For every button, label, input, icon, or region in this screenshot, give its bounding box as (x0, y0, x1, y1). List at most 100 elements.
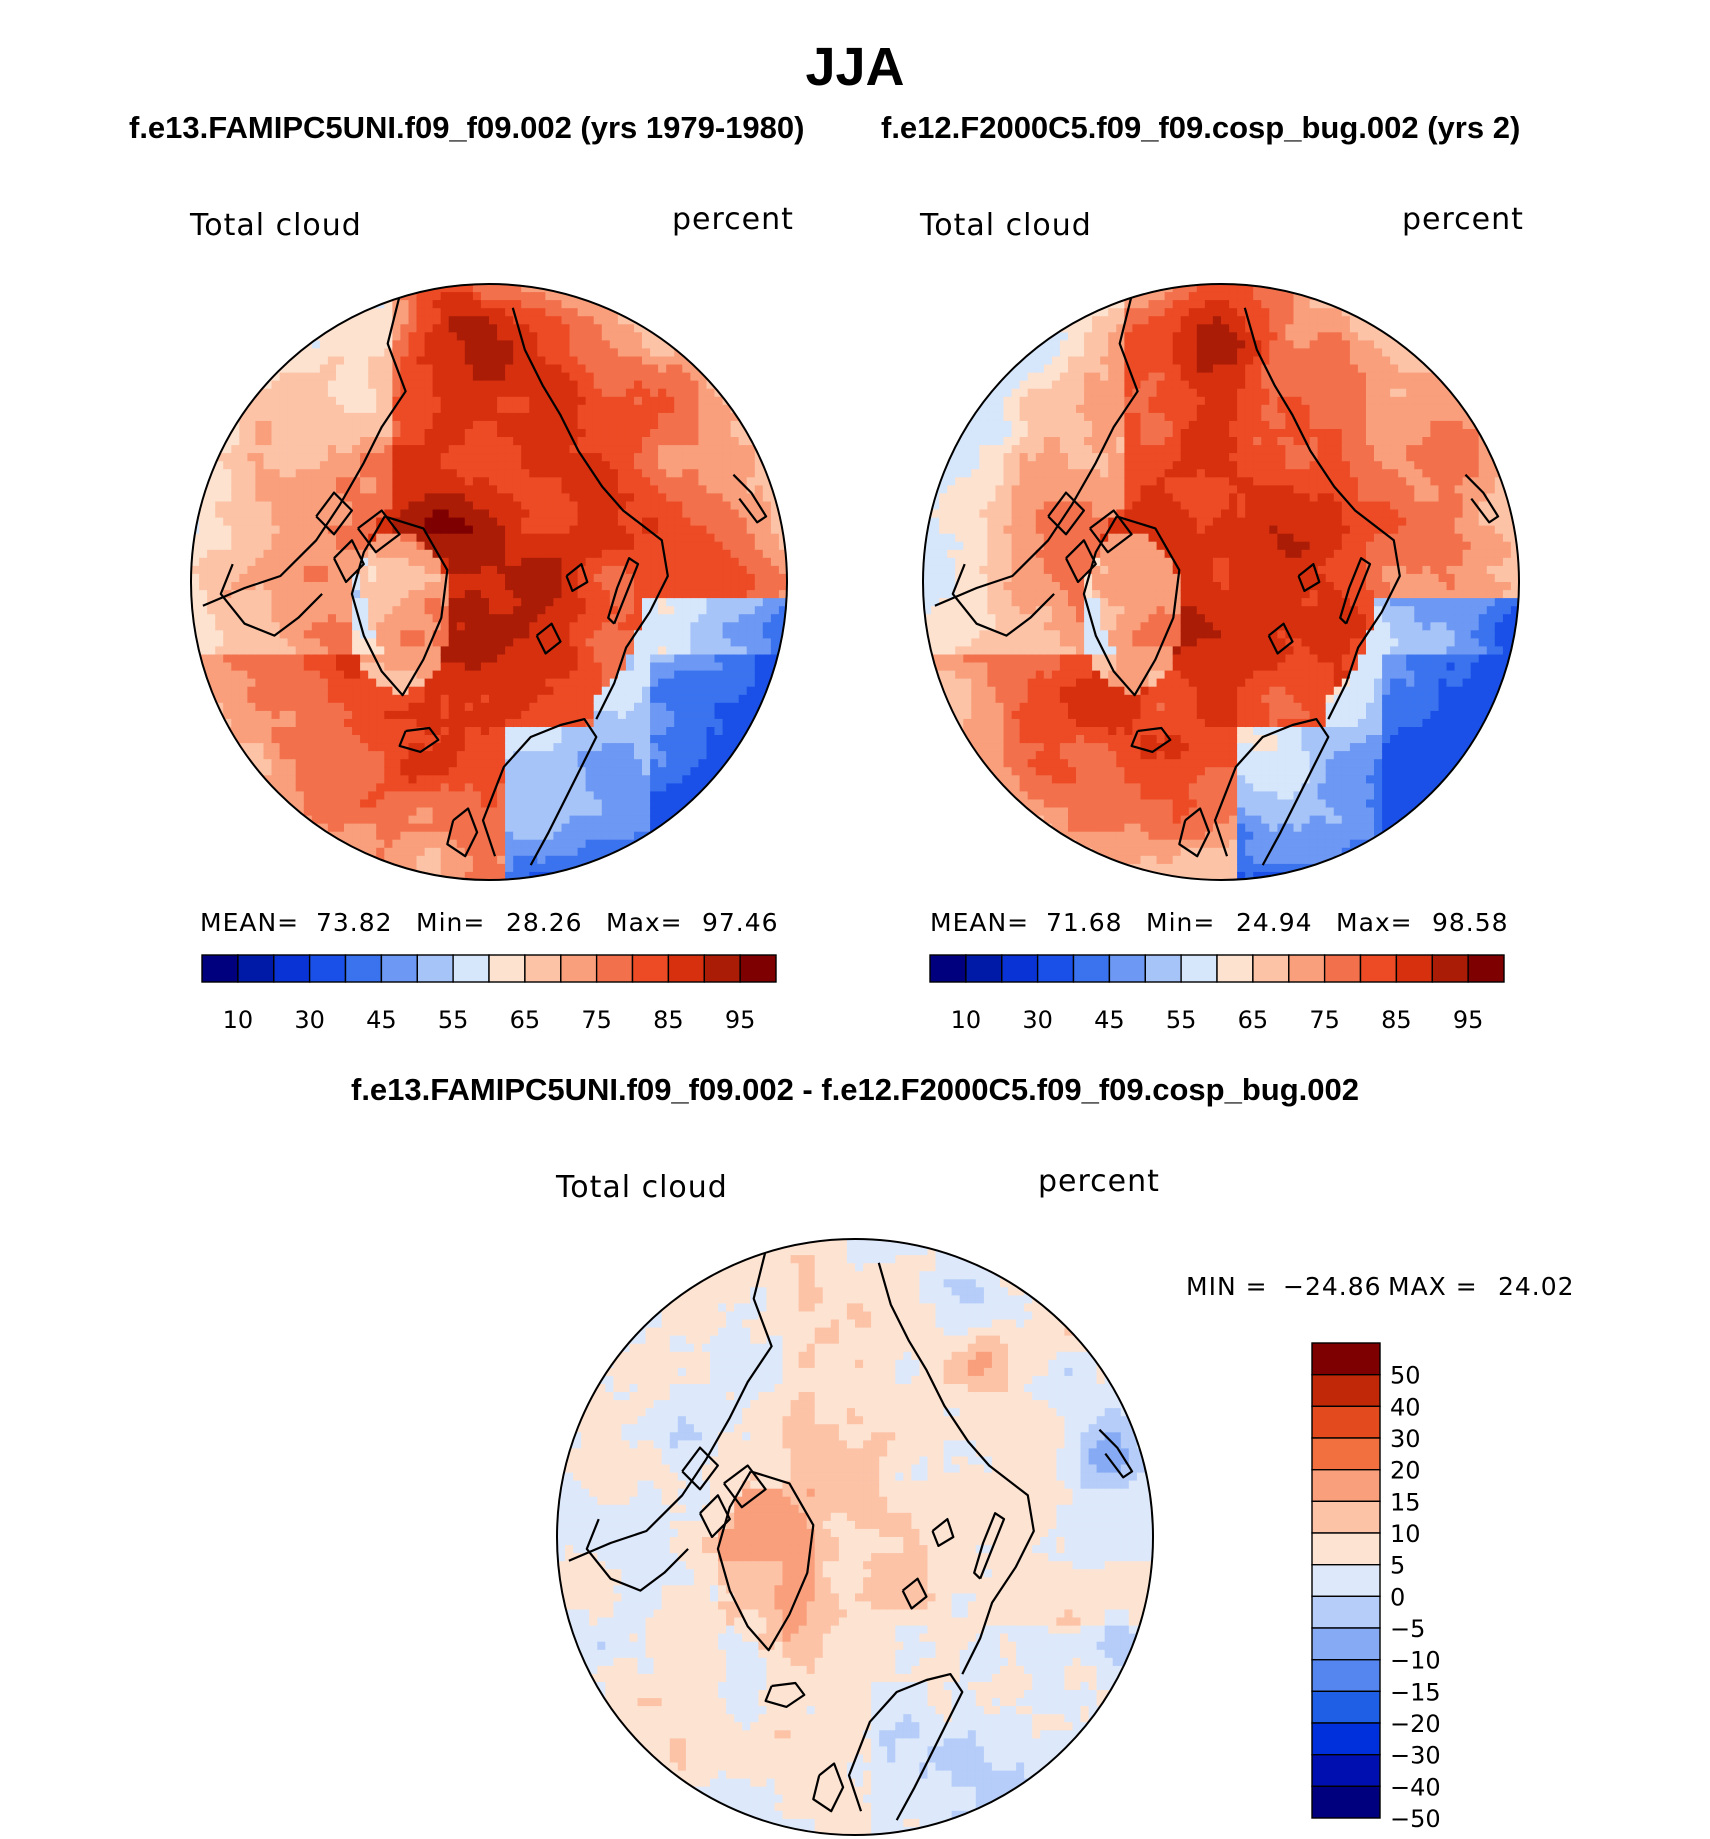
map-b-cell (1003, 565, 1013, 575)
map-a-cell (480, 630, 490, 640)
map-b-cell (971, 533, 981, 543)
map-b-cell (963, 614, 973, 624)
map-b-cell (963, 493, 973, 503)
map-a-cell (513, 815, 523, 825)
map-a-cell (287, 477, 297, 487)
map-a-cell (336, 429, 345, 438)
map-a-cell (368, 654, 378, 664)
map-b-cell (987, 646, 997, 656)
map-a-cell (561, 388, 571, 398)
map-a-cell (247, 646, 257, 656)
map-a-cell (553, 533, 563, 543)
map-a-cell (521, 662, 531, 672)
map-b-cell (963, 606, 973, 616)
map-b-cell (939, 662, 949, 672)
map-a-cell (577, 839, 587, 849)
map-a-cell (472, 662, 482, 672)
map-a-cell (376, 445, 386, 455)
map-a-cell (706, 541, 716, 551)
map-a-cell (505, 420, 515, 430)
map-a-cell (569, 606, 579, 616)
map-b-cell (931, 582, 941, 591)
map-a-cell (682, 509, 692, 519)
map-b-cell (995, 541, 1005, 551)
map-a-cell (545, 557, 555, 567)
map-a-cell (376, 316, 386, 326)
map-a-cell (231, 525, 241, 535)
map-a-cell (537, 630, 547, 640)
map-b-cell (947, 493, 957, 503)
map-a-cell (505, 380, 515, 390)
map-a-cell (513, 565, 523, 575)
map-a-cell (368, 638, 378, 648)
map-a-cell (480, 316, 490, 326)
map-b-cell (971, 718, 981, 728)
map-a-cell (770, 630, 780, 640)
map-a-cell (601, 420, 611, 430)
map-a-cell (311, 549, 321, 559)
map-a-cell (738, 549, 748, 559)
map-a-cell (666, 606, 676, 616)
map-b-cell (971, 509, 981, 519)
map-a-cell (408, 380, 418, 390)
map-a-cell (553, 759, 563, 769)
map-a-cell (577, 557, 587, 567)
map-a-cell (561, 799, 571, 809)
map-a-cell (368, 485, 378, 495)
map-a-cell (352, 517, 362, 527)
map-a-cell (617, 525, 627, 535)
map-a-cell (593, 735, 603, 744)
map-a-cell (722, 525, 732, 535)
map-a-cell (658, 735, 668, 744)
map-a-cell (690, 614, 700, 624)
map-a-cell (295, 702, 305, 712)
map-a-cell (722, 437, 732, 446)
map-a-cell (553, 308, 563, 318)
map-a-cell (537, 606, 547, 616)
map-a-cell (199, 686, 209, 696)
map-a-cell (424, 767, 434, 777)
map-a-cell (279, 630, 289, 640)
map-a-cell (513, 622, 523, 632)
map-b-cell (987, 525, 997, 535)
map-a-cell (698, 638, 708, 648)
map-a-cell (529, 614, 539, 624)
map-a-cell (223, 694, 233, 704)
map-a-cell (384, 372, 394, 382)
map-a-cell (319, 573, 329, 583)
map-a-cell (722, 751, 732, 761)
map-a-cell (408, 863, 418, 873)
map-a-cell (231, 477, 241, 487)
map-a-cell (521, 324, 531, 334)
map-a-cell (537, 493, 547, 503)
map-a-cell (464, 751, 474, 761)
map-b-cell (979, 565, 989, 575)
map-a-cell (295, 590, 305, 600)
map-a-cell (674, 622, 684, 632)
map-a-cell (311, 404, 321, 414)
map-a-cell (714, 509, 724, 519)
map-a-cell (376, 630, 386, 640)
map-a-cell (344, 332, 353, 342)
map-a-cell (191, 622, 200, 632)
map-a-cell (271, 622, 281, 632)
map-a-cell (650, 453, 660, 463)
map-a-cell (207, 646, 217, 656)
map-a-cell (472, 517, 482, 527)
map-b-cell (995, 372, 1005, 382)
map-a-cell (456, 300, 466, 310)
map-a-cell (287, 404, 297, 414)
map-a-cell (593, 461, 603, 471)
map-a-cell (682, 743, 692, 753)
map-a-cell (464, 775, 474, 785)
map-a-cell (231, 557, 241, 567)
map-b-cell (947, 694, 957, 704)
map-a-cell (336, 380, 345, 390)
map-a-cell (577, 412, 587, 422)
map-a-cell (577, 823, 587, 833)
map-a-cell (215, 670, 225, 680)
map-a-cell (674, 549, 684, 559)
map-a-cell (279, 718, 289, 728)
map-a-cell (698, 565, 708, 575)
map-a-cell (480, 292, 490, 302)
